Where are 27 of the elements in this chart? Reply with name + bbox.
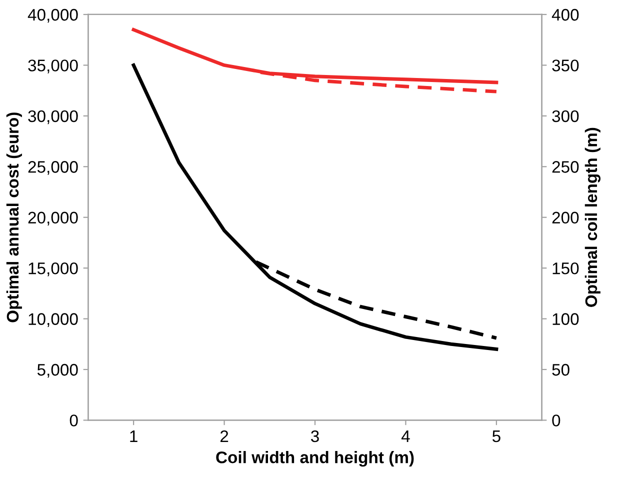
y2-tick-label: 100 xyxy=(552,313,579,325)
y2-axis-title: Optimal coil length (m) xyxy=(584,128,600,307)
line-series xyxy=(132,63,498,351)
y2-tick-label: 300 xyxy=(552,110,579,122)
y-tick-label: 25,000 xyxy=(28,161,78,175)
y-tick-label: 20,000 xyxy=(28,212,78,226)
y2-tick-label: 350 xyxy=(552,60,579,72)
x-tick-label: 5 xyxy=(492,430,500,442)
y2-tick-label: 250 xyxy=(552,161,579,173)
y-tick-label: 40,000 xyxy=(28,8,78,23)
y-tick-label: 35,000 xyxy=(28,60,78,74)
y-tick-label: 5,000 xyxy=(37,364,78,378)
y-tick-label: 30,000 xyxy=(28,110,78,124)
y-axis-title: Optimal annual cost (euro) xyxy=(6,112,22,322)
y2-tick-label: 400 xyxy=(552,8,579,21)
y2-tick-label: 0 xyxy=(552,414,560,426)
y-tick-label: 0 xyxy=(70,414,78,426)
x-tick-label: 3 xyxy=(311,430,319,442)
x-tick-label: 4 xyxy=(401,430,410,442)
y2-tick-label: 200 xyxy=(552,212,579,224)
x-tick-label: 2 xyxy=(220,430,228,442)
x-axis-title: Coil width and height (m) xyxy=(216,451,414,467)
y-tick-label: 10,000 xyxy=(28,313,78,327)
y-tick-label: 15,000 xyxy=(28,262,78,276)
x-tick-label: 1 xyxy=(130,430,138,442)
y2-tick-label: 150 xyxy=(552,262,579,274)
y2-tick-label: 50 xyxy=(552,364,570,376)
